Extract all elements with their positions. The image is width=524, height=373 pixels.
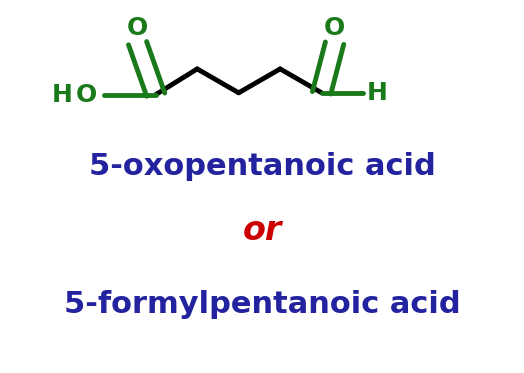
Text: O: O bbox=[76, 83, 97, 107]
Text: O: O bbox=[324, 16, 345, 41]
Text: or: or bbox=[242, 214, 282, 247]
Text: 5-oxopentanoic acid: 5-oxopentanoic acid bbox=[89, 152, 435, 181]
Text: O: O bbox=[127, 16, 148, 41]
Text: 5-formylpentanoic acid: 5-formylpentanoic acid bbox=[64, 289, 460, 319]
Text: H: H bbox=[367, 81, 388, 105]
Text: H: H bbox=[52, 83, 73, 107]
